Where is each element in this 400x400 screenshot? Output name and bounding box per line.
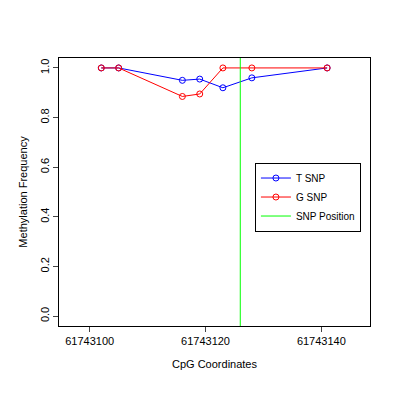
svg-text:0.6: 0.6: [39, 158, 51, 173]
svg-text:CpG Coordinates: CpG Coordinates: [172, 358, 257, 370]
svg-text:61743100: 61743100: [65, 335, 114, 347]
svg-text:0.8: 0.8: [39, 108, 51, 123]
svg-text:G SNP: G SNP: [296, 192, 327, 203]
svg-text:1.0: 1.0: [39, 59, 51, 74]
svg-text:T SNP: T SNP: [296, 173, 326, 184]
svg-text:61743120: 61743120: [181, 335, 230, 347]
svg-text:0.2: 0.2: [39, 257, 51, 272]
svg-text:61743140: 61743140: [297, 335, 346, 347]
svg-text:0.0: 0.0: [39, 307, 51, 322]
svg-text:SNP Position: SNP Position: [296, 211, 355, 222]
svg-text:Methylation Frequency: Methylation Frequency: [17, 136, 29, 248]
svg-text:0.4: 0.4: [39, 208, 51, 223]
